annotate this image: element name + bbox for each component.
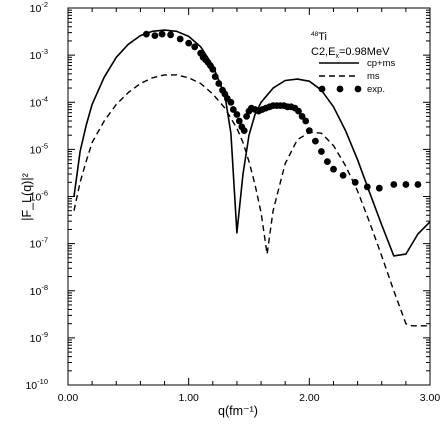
y-tick-label: 10-6 — [30, 189, 48, 204]
data-point-exp — [211, 73, 219, 80]
data-point-exp — [215, 80, 223, 87]
data-point-exp — [176, 35, 184, 43]
data-point-exp — [351, 178, 359, 186]
data-point-exp — [243, 113, 251, 120]
y-tick-label: 10-8 — [30, 283, 48, 298]
y-tick-label: 10-2 — [30, 0, 48, 15]
data-point-exp — [298, 113, 306, 120]
data-point-exp — [227, 98, 235, 106]
series-exp — [143, 30, 422, 192]
data-point-exp — [318, 148, 325, 155]
y-tick-label: 10-10 — [25, 377, 48, 392]
annotation-energy: =0.98MeV — [339, 46, 390, 58]
svg-text:C2,Ex=0.98MeV: C2,Ex=0.98MeV — [311, 46, 390, 60]
legend-marker-exp-1 — [318, 85, 326, 93]
series-layer — [73, 29, 431, 327]
svg-text:48Ti: 48Ti — [311, 31, 327, 43]
y-tick-label: 10-3 — [30, 47, 48, 62]
x-axis-title: q(fm⁻¹) — [218, 404, 258, 418]
data-point-exp — [167, 31, 175, 39]
data-point-exp — [240, 127, 248, 134]
data-point-exp — [302, 117, 310, 125]
data-point-exp — [414, 181, 422, 188]
x-tick-label: 3.00 — [420, 392, 441, 404]
y-tick-label: 10-5 — [30, 141, 48, 156]
data-point-exp — [235, 117, 243, 125]
legend: cp+ms ms exp. — [318, 58, 395, 95]
legend-marker-exp-3 — [354, 85, 362, 93]
data-point-exp — [151, 32, 159, 39]
legend-label-cp-ms: cp+ms — [367, 58, 395, 69]
series-line-ms — [73, 74, 430, 327]
data-point-exp — [158, 30, 166, 38]
data-point-exp — [390, 181, 398, 188]
data-point-exp — [330, 165, 337, 173]
data-point-exp — [312, 137, 319, 145]
data-point-exp — [229, 106, 237, 113]
x-tick-label: 1.00 — [178, 392, 199, 404]
legend-label-exp: exp. — [367, 84, 385, 95]
data-point-exp — [402, 181, 410, 188]
tick-layer — [67, 7, 431, 386]
data-point-exp — [209, 65, 217, 73]
annotation-energy-subscript: x — [335, 53, 339, 60]
x-tick-label: 0.00 — [58, 392, 79, 404]
data-point-exp — [191, 43, 199, 51]
legend-label-ms: ms — [367, 71, 380, 82]
legend-marker-exp-2 — [336, 85, 344, 93]
annotation-block: 48Ti C2,Ex=0.98MeV — [311, 31, 390, 60]
data-point-exp — [233, 111, 241, 118]
y-axis-title: |F_L(q)|² — [20, 173, 34, 220]
data-point-exp — [143, 30, 150, 38]
y-tick-label: 10-9 — [30, 330, 48, 345]
data-point-exp — [375, 184, 383, 192]
series-line-cp-ms — [73, 29, 431, 257]
data-point-exp — [324, 158, 331, 166]
data-point-exp — [185, 39, 193, 47]
data-point-exp — [339, 172, 347, 179]
y-tick-label: 10-4 — [30, 94, 48, 109]
y-tick-label: 10-7 — [30, 236, 48, 251]
annotation-transition: C2,E — [311, 46, 335, 58]
annotation-nucleus: Ti — [318, 31, 327, 43]
data-point-exp — [363, 183, 371, 191]
data-point-exp — [305, 127, 313, 134]
annotation-mass-number: 48 — [311, 31, 319, 38]
x-tick-label: 2.00 — [299, 392, 320, 404]
data-point-exp — [295, 107, 302, 115]
tick-label-layer: 0.00 1.00 2.00 3.00 10-10 10-9 10-8 10-7 10-6 10-… — [25, 0, 440, 404]
